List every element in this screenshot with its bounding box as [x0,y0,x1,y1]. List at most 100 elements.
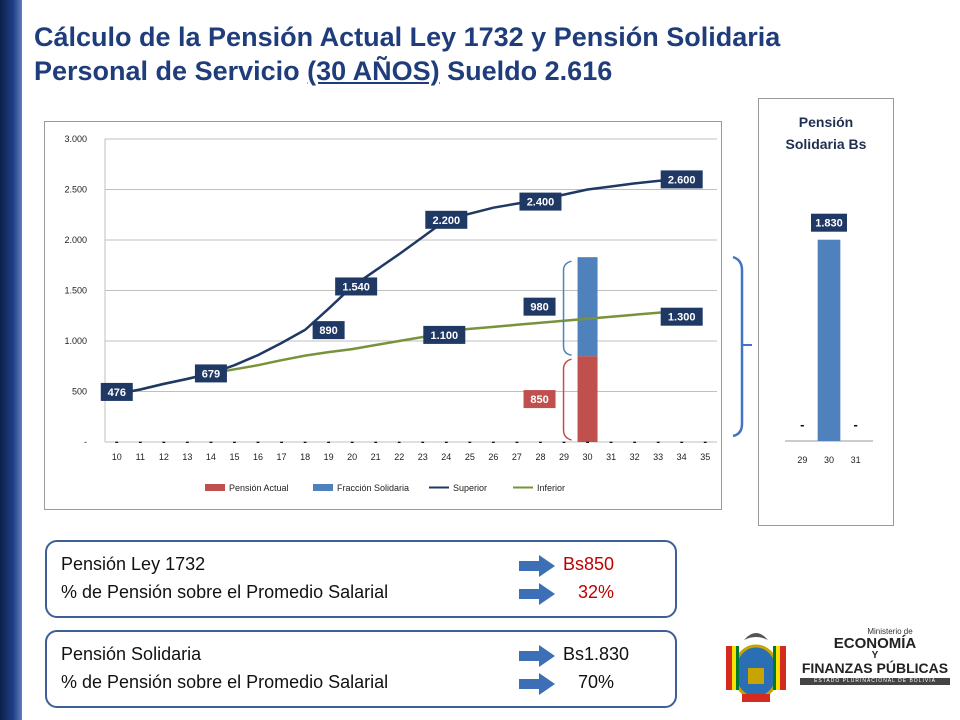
zero-dash-label: - [115,436,119,448]
side-x-tick-label: 29 [797,455,807,465]
x-tick-label: 31 [606,452,616,462]
summary-label: Pensión Ley 1732 [61,554,206,574]
legend-label: Inferior [537,483,565,493]
data-label-box [660,307,703,326]
x-tick-label: 15 [229,452,239,462]
side-value-text: 1.830 [815,218,843,230]
zero-dash-label: - [468,436,472,448]
data-label: 2.600 [660,170,703,189]
data-label: 980 [523,297,556,316]
coat-of-arms-icon [726,633,786,702]
summary-label: % de Pensión sobre el Promedio Salarial [61,582,389,602]
data-label-text: 1.540 [342,281,370,293]
zero-dash-label: - [515,436,519,448]
data-label-box [523,390,556,409]
y-tick-label: 2.500 [64,185,87,195]
zero-dash-label: - [562,436,566,448]
summary-box-solidaria: Pensión Solidaria Bs1.830 % de Pensión s… [45,630,677,708]
zero-dash-label: - [633,436,637,448]
legend-swatch [313,484,333,491]
data-label: 1.540 [335,277,378,296]
summary-value: Bs1.830 [563,644,630,664]
x-tick-label: 32 [630,452,640,462]
y-tick-label: 3.000 [64,134,87,144]
zero-dash-label: - [233,436,237,448]
zero-dash-label: - [397,436,401,448]
x-tick-label: 16 [253,452,263,462]
x-tick-label: 29 [559,452,569,462]
x-tick-label: 17 [277,452,287,462]
data-label: 890 [312,321,345,340]
data-label: 476 [100,382,133,401]
zero-dash-label: - [609,436,613,448]
zero-dash-label: - [209,436,213,448]
x-tick-label: 18 [300,452,310,462]
title-line-2: Personal de Servicio (30 AÑOS) Sueldo 2.… [34,54,934,88]
zero-dash-label: - [703,436,707,448]
x-tick-label: 24 [441,452,451,462]
data-label-text: 2.200 [433,215,461,227]
x-tick-label: 26 [488,452,498,462]
summary-row-pension: Pensión Ley 1732 Bs850 [61,554,665,578]
main-chart-frame: 3.000 2.500 2.000 1.500 1.000 500 - 10 11 12 13 14 1… [44,121,722,510]
summary-value: 70% [563,672,615,692]
x-tick-label: 14 [206,452,216,462]
summary-box-ley1732: Pensión Ley 1732 Bs850 % de Pensión sobr… [45,540,677,618]
summary-row-percent: % de Pensión sobre el Promedio Salarial … [61,672,665,696]
side-chart-title-line2: Solidaria Bs [786,136,867,152]
zero-dash-label: - [444,436,448,448]
x-tick-label: 19 [324,452,334,462]
main-chart: 3.000 2.500 2.000 1.500 1.000 500 - 10 11 12 13 14 1… [64,134,717,493]
zero-dash-label: - [539,436,543,448]
data-label: 850 [523,390,556,409]
data-label: 2.400 [519,192,562,211]
zero-dash-label: - [586,436,590,448]
summary-row-pension: Pensión Solidaria Bs1.830 [61,644,665,668]
title-line-2-post: Sueldo 2.616 [439,56,613,86]
data-label-text: 890 [319,325,337,337]
logo-line-1: Ministerio de [867,627,913,636]
arrow-right-icon [519,645,555,667]
side-x-tick-label: 30 [824,455,834,465]
data-label-box [423,325,466,344]
bracket-fraccion [562,260,572,356]
zero-dash-label: - [186,436,190,448]
side-x-tick-label: 31 [851,455,861,465]
data-label-text: 2.400 [527,197,555,209]
x-tick-label: 25 [465,452,475,462]
data-label-box [100,382,133,401]
data-label-box [523,297,556,316]
data-label-box [425,210,468,229]
side-dash-label: - [800,417,804,432]
logo-line-4: FINANZAS PÚBLICAS [801,660,949,676]
left-accent-bar [0,0,22,720]
data-label-text: 2.600 [668,174,696,186]
x-tick-label: 20 [347,452,357,462]
data-label: 679 [194,364,227,383]
zero-dash-label: - [374,436,378,448]
data-label-text: 476 [108,387,126,399]
y-tick-label: 500 [72,387,87,397]
data-label-box [335,277,378,296]
right-bracket-large [732,255,744,438]
legend-label: Fracción Solidaria [337,483,409,493]
zero-dash-label: - [327,436,331,448]
zero-dash-label: - [421,436,425,448]
data-label: 1.100 [423,325,466,344]
x-tick-label: 12 [159,452,169,462]
y-tick-label: - [84,437,87,447]
logo-line-3: Y [871,650,879,661]
summary-label: % de Pensión sobre el Promedio Salarial [61,672,389,692]
x-tick-label: 34 [677,452,687,462]
side-chart-frame: Pensión Solidaria Bs - 29 1.830 30 - 31 [758,98,894,526]
side-bar [817,239,841,441]
summary-value: Bs850 [563,554,615,574]
side-value-box [811,213,847,232]
zero-dash-label: - [256,436,260,448]
data-label-box [519,192,562,211]
x-tick-label: 10 [112,452,122,462]
ministry-logo: Ministerio de ECONOMÍA Y FINANZAS PÚBLIC… [720,628,950,708]
title-line-2-underlined: (30 AÑOS) [307,56,440,86]
bar-fraccion-solidaria [577,257,598,357]
x-tick-label: 23 [418,452,428,462]
